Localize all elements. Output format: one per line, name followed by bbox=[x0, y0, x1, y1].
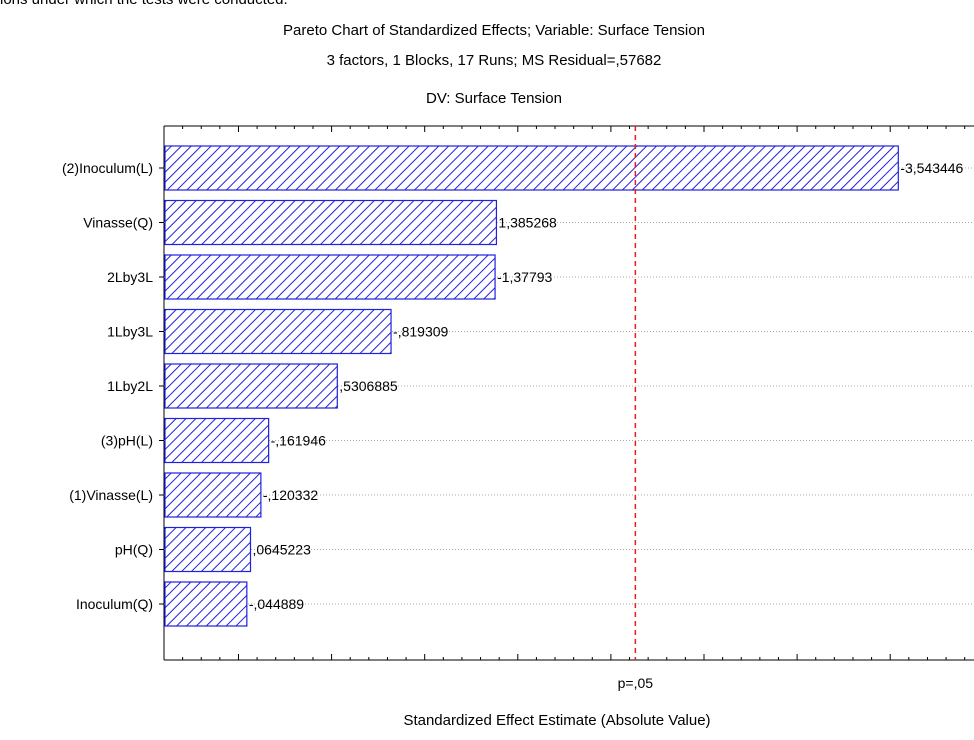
x-axis-label: Standardized Effect Estimate (Absolute V… bbox=[403, 712, 711, 729]
data-label: ,0645223 bbox=[252, 542, 311, 558]
chart-subtitle: 3 factors, 1 Blocks, 17 Runs; MS Residua… bbox=[326, 52, 662, 69]
y-tick-label: (3)pH(L) bbox=[101, 433, 153, 449]
bar bbox=[164, 363, 338, 409]
chart-title: Pareto Chart of Standardized Effects; Va… bbox=[283, 22, 705, 39]
y-tick-label: 2Lby3L bbox=[107, 269, 153, 285]
clipped-caption-text: ions under which the tests were conducte… bbox=[0, 0, 288, 8]
bar bbox=[164, 254, 496, 300]
bar bbox=[164, 417, 270, 464]
data-label: -3,543446 bbox=[900, 160, 963, 176]
data-label: 1,385268 bbox=[498, 215, 557, 231]
data-label: -1,37793 bbox=[497, 269, 552, 285]
bar bbox=[164, 199, 498, 246]
plot-area: (2)Inoculum(L) -3,543446 Vinasse(Q) 1,38526… bbox=[62, 125, 974, 691]
chart-subtitle-dv: DV: Surface Tension bbox=[426, 90, 562, 107]
bar bbox=[164, 581, 248, 627]
y-tick-label: Vinasse(Q) bbox=[83, 215, 153, 231]
bar bbox=[164, 472, 262, 518]
y-tick-label: pH(Q) bbox=[115, 542, 153, 558]
y-tick-label: 1Lby3L bbox=[107, 324, 153, 340]
bar bbox=[164, 526, 252, 573]
data-label: -,161946 bbox=[271, 433, 326, 449]
y-tick-label: 1Lby2L bbox=[107, 378, 153, 394]
bar bbox=[164, 145, 899, 191]
data-label: -,819309 bbox=[393, 324, 448, 340]
data-label: -,044889 bbox=[249, 596, 304, 612]
data-label: -,120332 bbox=[263, 487, 318, 503]
y-tick-label: Inoculum(Q) bbox=[76, 596, 153, 612]
data-label: ,5306885 bbox=[339, 378, 398, 394]
y-tick-label: (1)Vinasse(L) bbox=[69, 487, 153, 503]
significance-label: p=,05 bbox=[618, 675, 654, 691]
bar bbox=[164, 308, 392, 355]
y-tick-label: (2)Inoculum(L) bbox=[62, 160, 153, 176]
